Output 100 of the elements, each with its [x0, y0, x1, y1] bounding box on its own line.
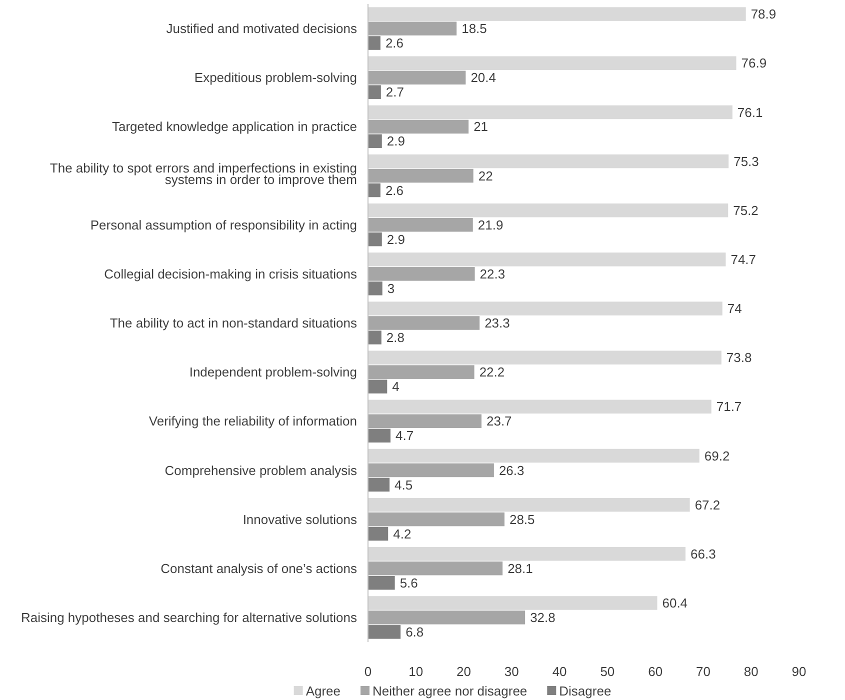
data-label: 74 — [727, 301, 742, 316]
bar — [368, 105, 732, 120]
bar — [368, 576, 395, 590]
y-tick-label: The ability to act in non-standard situations — [110, 316, 358, 331]
bar — [368, 70, 466, 84]
data-label: 28.5 — [509, 512, 535, 527]
bar — [368, 414, 482, 428]
data-label: 32.8 — [530, 610, 556, 626]
legend-label: Agree — [306, 684, 341, 699]
data-label: 2.8 — [386, 330, 404, 346]
data-label: 21.9 — [478, 217, 504, 232]
data-label: 21 — [474, 119, 488, 134]
data-label: 2.6 — [385, 182, 404, 198]
bar — [368, 267, 475, 281]
y-tick-label: Personal assumption of responsibility in acting — [90, 217, 357, 232]
x-tick-label: 20 — [456, 664, 472, 679]
data-label: 20.4 — [470, 70, 496, 86]
data-label: 22.2 — [479, 364, 505, 380]
data-label: 4 — [392, 379, 400, 394]
data-label: 2.9 — [386, 232, 405, 247]
x-tick-label: 30 — [504, 664, 519, 679]
data-label: 22 — [478, 168, 493, 184]
x-tick-label: 70 — [696, 664, 710, 679]
data-label: 2.9 — [386, 134, 405, 149]
data-label: 4.5 — [394, 477, 413, 492]
data-label: 2.7 — [386, 84, 404, 100]
bar — [368, 596, 658, 610]
x-tick-label: 40 — [552, 664, 567, 679]
bar — [368, 203, 728, 218]
data-label: 75.3 — [734, 154, 759, 169]
data-label: 2.6 — [385, 36, 404, 51]
bar — [368, 302, 722, 316]
bar — [368, 154, 729, 168]
y-tick-label: Raising hypotheses and searching for alternative solutions — [20, 610, 358, 626]
bar — [368, 400, 712, 414]
bar — [368, 350, 722, 364]
x-tick-label: 0 — [364, 664, 372, 679]
bar — [368, 512, 504, 526]
bar — [368, 380, 388, 394]
data-label: 23.7 — [486, 414, 512, 429]
data-label: 6.8 — [406, 624, 424, 640]
x-tick-label: 10 — [408, 664, 424, 679]
data-label: 4.2 — [393, 526, 412, 542]
x-tick-label: 50 — [600, 664, 615, 679]
bar — [368, 316, 480, 330]
bar — [368, 7, 746, 21]
bar — [368, 428, 391, 443]
data-label: 28.1 — [508, 560, 533, 576]
y-tick-label: The ability to spot errors and imperfections in existing systems in order to improve them — [50, 160, 357, 187]
x-tick-label: 60 — [648, 664, 663, 679]
x-tick-label: 90 — [792, 664, 806, 679]
bar — [368, 232, 382, 246]
y-tick-label: Innovative solutions — [242, 512, 358, 527]
bar — [368, 498, 690, 512]
bar — [368, 625, 401, 639]
bar — [368, 547, 686, 561]
y-tick-label: Justified and motivated decisions — [166, 21, 358, 36]
data-label: 76.9 — [741, 56, 767, 71]
legend-label: Neither agree nor disagree — [372, 684, 528, 699]
bar — [368, 56, 736, 70]
data-label: 26.3 — [498, 462, 524, 478]
data-label: 74.7 — [730, 252, 756, 267]
y-tick-label: Targeted knowledge application in practice — [112, 119, 357, 134]
bar — [368, 610, 526, 624]
bar — [368, 252, 726, 266]
data-label: 23.3 — [484, 316, 510, 331]
bar — [368, 526, 388, 541]
bar — [368, 463, 494, 478]
data-label: 18.5 — [462, 21, 487, 36]
bar — [368, 36, 380, 50]
bar — [368, 478, 390, 492]
bar — [368, 282, 382, 296]
data-label: 71.7 — [716, 399, 742, 414]
bar — [368, 22, 457, 36]
y-tick-label: Verifying the reliability of information — [148, 414, 357, 429]
data-label: 3 — [387, 280, 395, 296]
data-label: 67.2 — [694, 497, 720, 512]
bar — [368, 330, 382, 344]
bar — [368, 562, 503, 576]
y-tick-label: Expeditious problem-solving — [194, 70, 357, 86]
data-label: 4.7 — [396, 428, 414, 444]
y-tick-label: Constant analysis of one’s actions — [160, 560, 358, 576]
bar — [368, 448, 700, 463]
data-label: 73.8 — [726, 350, 752, 366]
data-label: 69.2 — [704, 448, 730, 464]
bar — [368, 365, 474, 379]
bar — [368, 85, 381, 99]
data-label: 60.4 — [662, 596, 688, 611]
y-tick-label: Collegial decision-making in crisis situations — [104, 266, 358, 282]
data-label: 22.3 — [480, 266, 506, 282]
bar — [368, 168, 474, 183]
bar — [368, 183, 380, 198]
x-tick-label: 80 — [744, 664, 758, 679]
y-tick-label: Independent problem-solving — [189, 364, 357, 380]
bar — [368, 134, 382, 148]
y-tick-label: Comprehensive problem analysis — [164, 462, 358, 478]
bar — [368, 218, 473, 232]
bar — [368, 120, 469, 134]
data-label: 5.6 — [400, 575, 418, 590]
data-label: 66.3 — [690, 546, 716, 562]
